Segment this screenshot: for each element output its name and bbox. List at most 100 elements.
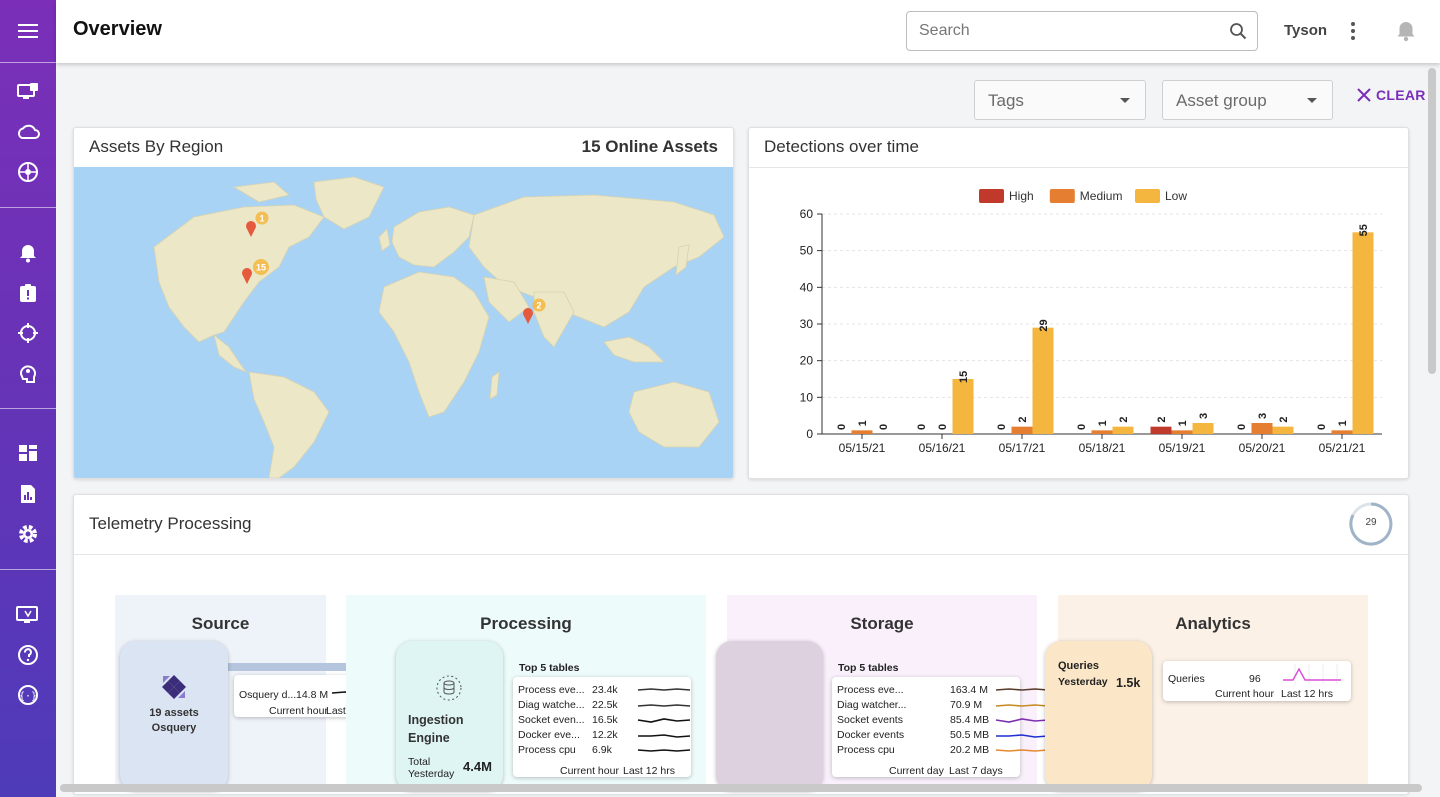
bar — [1352, 232, 1374, 434]
sparkline — [637, 688, 691, 691]
search-box[interactable] — [906, 11, 1258, 51]
tags-dropdown[interactable]: Tags — [974, 80, 1146, 120]
table-row-name: Docker events — [837, 729, 905, 741]
map-marker[interactable]: 1 — [245, 211, 269, 238]
bar-value-label: 0 — [836, 424, 848, 430]
dashboard-icon[interactable] — [0, 433, 56, 473]
total-label: Total — [408, 756, 431, 768]
map-marker[interactable]: 15 — [242, 259, 269, 284]
sidebar-divider — [0, 408, 56, 409]
y-tick-label: 60 — [800, 207, 814, 221]
table-row-value: 50.5 MB — [950, 729, 990, 741]
map-marker[interactable]: 2 — [523, 298, 546, 325]
legend-swatch — [1049, 189, 1075, 203]
analytics-section-title: Analytics — [1175, 614, 1251, 633]
detections-chart[interactable]: High Medium Low010203040506005/15/2101005/… — [749, 168, 1408, 478]
sparkline — [995, 718, 1049, 723]
detections-card: Detections over time High Medium Low 0 10 20 3… — [748, 127, 1409, 479]
sparkline — [637, 704, 691, 707]
refresh-counter[interactable]: 29 — [1348, 501, 1394, 547]
incidents-icon[interactable] — [0, 273, 56, 313]
x-tick-label: 05/18/21 — [1079, 441, 1126, 455]
processing-top-tables-card[interactable]: Process eve... 23.4k Diag watche... 22.5k So… — [513, 677, 691, 777]
api-icon[interactable]: {·} — [0, 675, 56, 715]
search-icon[interactable] — [1229, 22, 1247, 45]
table-row-value: 70.9 M — [950, 699, 983, 711]
bar-value-label: 15 — [958, 371, 970, 383]
queries-metric-card[interactable]: Queries 96 Current hour Last 12 hrs — [1163, 661, 1351, 701]
world-map[interactable]: 1 15 2 — [74, 167, 733, 478]
x-tick-label: 05/21/21 — [1319, 441, 1366, 455]
kubernetes-icon[interactable] — [0, 152, 56, 192]
total-value: 4.4M — [463, 759, 492, 774]
metric-period: Current hour — [560, 765, 619, 777]
horizontal-scrollbar[interactable] — [60, 784, 1422, 792]
total-period: Yesterday — [408, 768, 455, 780]
metric-value: 14.8 M — [296, 689, 329, 701]
bar-value-label: 1 — [1177, 420, 1189, 426]
legend-swatch — [979, 189, 1004, 203]
detections-card-title: Detections over time — [764, 137, 919, 156]
metric-period-compare: Last 12 hrs — [1281, 688, 1333, 700]
asset-group-dropdown-label: Asset group — [1176, 91, 1267, 110]
bar-value-label: 1 — [857, 420, 869, 426]
search-input[interactable] — [919, 20, 1219, 42]
refresh-counter-value: 29 — [1365, 517, 1377, 528]
target-icon[interactable] — [0, 313, 56, 353]
menu-icon[interactable] — [0, 11, 56, 51]
reports-icon[interactable] — [0, 474, 56, 514]
table-row-value: 12.2k — [592, 729, 618, 741]
legend-label: Medium — [1080, 189, 1123, 203]
bar-value-label: 2 — [1118, 417, 1130, 423]
queries-label: Queries — [1058, 660, 1099, 672]
storage-card[interactable] — [716, 641, 823, 791]
user-name[interactable]: Tyson — [1284, 22, 1328, 39]
queries-card[interactable]: Queries Yesterday 1.5k — [1045, 641, 1152, 791]
sidebar-divider — [0, 207, 56, 208]
map-marker-badge: 1 — [259, 214, 264, 224]
settings-icon[interactable] — [0, 514, 56, 554]
agents-icon[interactable] — [0, 595, 56, 635]
table-row-name: Process eve... — [837, 684, 904, 696]
metric-value: 96 — [1249, 673, 1261, 685]
bar-value-label: 55 — [1358, 224, 1370, 236]
y-tick-label: 50 — [800, 244, 814, 258]
queries-value: 1.5k — [1116, 676, 1141, 690]
asset-group-dropdown[interactable]: Asset group — [1162, 80, 1333, 120]
y-tick-label: 40 — [800, 280, 814, 294]
ingestion-engine-icon — [436, 675, 462, 701]
bar — [1091, 430, 1113, 434]
ingestion-engine-card[interactable]: Ingestion Engine Total Yesterday 4.4M — [396, 641, 503, 791]
legend-label: High — [1009, 189, 1034, 203]
storage-top-tables-card[interactable]: Process eve... 163.4 M Diag watcher... 70.9… — [832, 677, 1049, 777]
vertical-scrollbar[interactable] — [1428, 68, 1436, 374]
sparkline — [638, 734, 691, 738]
osquery-source-card[interactable]: 19 assets Osquery — [120, 641, 228, 791]
queries-period: Yesterday — [1058, 676, 1108, 688]
help-icon[interactable] — [0, 635, 56, 675]
top-bar: Overview Tyson — [56, 0, 1440, 63]
bar-value-label: 0 — [916, 424, 928, 430]
notifications-icon[interactable] — [1396, 20, 1416, 47]
bar — [1251, 423, 1273, 434]
clear-button[interactable]: CLEAR — [1356, 87, 1426, 103]
page-title: Overview — [73, 18, 162, 40]
cloud-icon[interactable] — [0, 112, 56, 152]
top-tables-label: Top 5 tables — [838, 662, 899, 674]
card-divider — [749, 167, 1408, 168]
y-tick-label: 30 — [800, 317, 814, 331]
bar-value-label: 2 — [1156, 417, 1168, 423]
sparkline — [995, 749, 1049, 752]
alerts-icon[interactable] — [0, 233, 56, 273]
threat-intel-icon[interactable] — [0, 353, 56, 393]
sparkline — [996, 734, 1049, 738]
sparkline — [1283, 664, 1341, 684]
engine-label-line2: Engine — [408, 731, 450, 745]
storage-section-title: Storage — [850, 614, 914, 633]
more-vert-icon[interactable] — [1350, 20, 1356, 45]
bar — [851, 430, 873, 434]
metric-period-compare: Last 12 hrs — [623, 765, 675, 777]
devices-icon[interactable] — [0, 72, 56, 112]
bar — [1171, 430, 1193, 434]
metric-period: Current hour — [1215, 688, 1274, 700]
